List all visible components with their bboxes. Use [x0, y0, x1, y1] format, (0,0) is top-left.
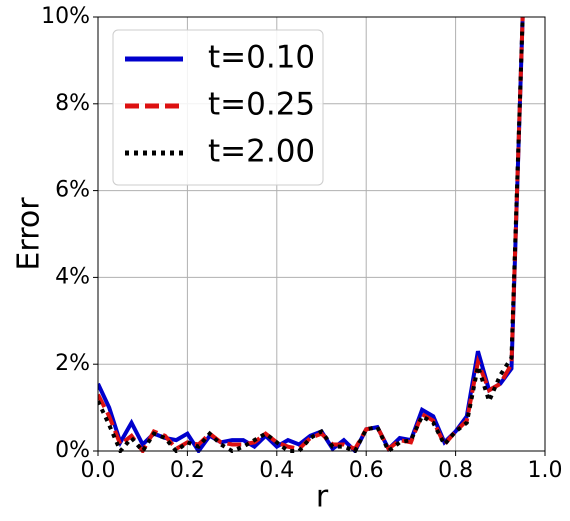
x-tick-label: 0.0: [81, 458, 116, 483]
y-tick-label: 2%: [55, 351, 90, 376]
legend-label: t=0.25: [208, 87, 315, 123]
x-tick-label: 0.8: [438, 458, 473, 483]
y-tick-label: 6%: [55, 178, 90, 203]
y-tick-label: 4%: [55, 264, 90, 289]
y-tick-label: 0%: [55, 438, 90, 463]
plot-frame: [97, 16, 546, 452]
y-tick-label: 10%: [41, 4, 90, 29]
legend-label: t=2.00: [208, 134, 315, 170]
y-tick-label: 8%: [55, 91, 90, 116]
series-line: [98, 16, 525, 453]
x-tick-label: 0.6: [349, 458, 384, 483]
x-tick-label: 0.2: [170, 458, 205, 483]
x-tick-label: 0.4: [259, 458, 294, 483]
x-axis-label: r: [316, 480, 329, 515]
y-axis-label: Error: [12, 197, 47, 271]
legend-box: [112, 29, 324, 186]
legend-label: t=0.10: [208, 40, 315, 76]
x-tick-label: 1.0: [528, 458, 563, 483]
